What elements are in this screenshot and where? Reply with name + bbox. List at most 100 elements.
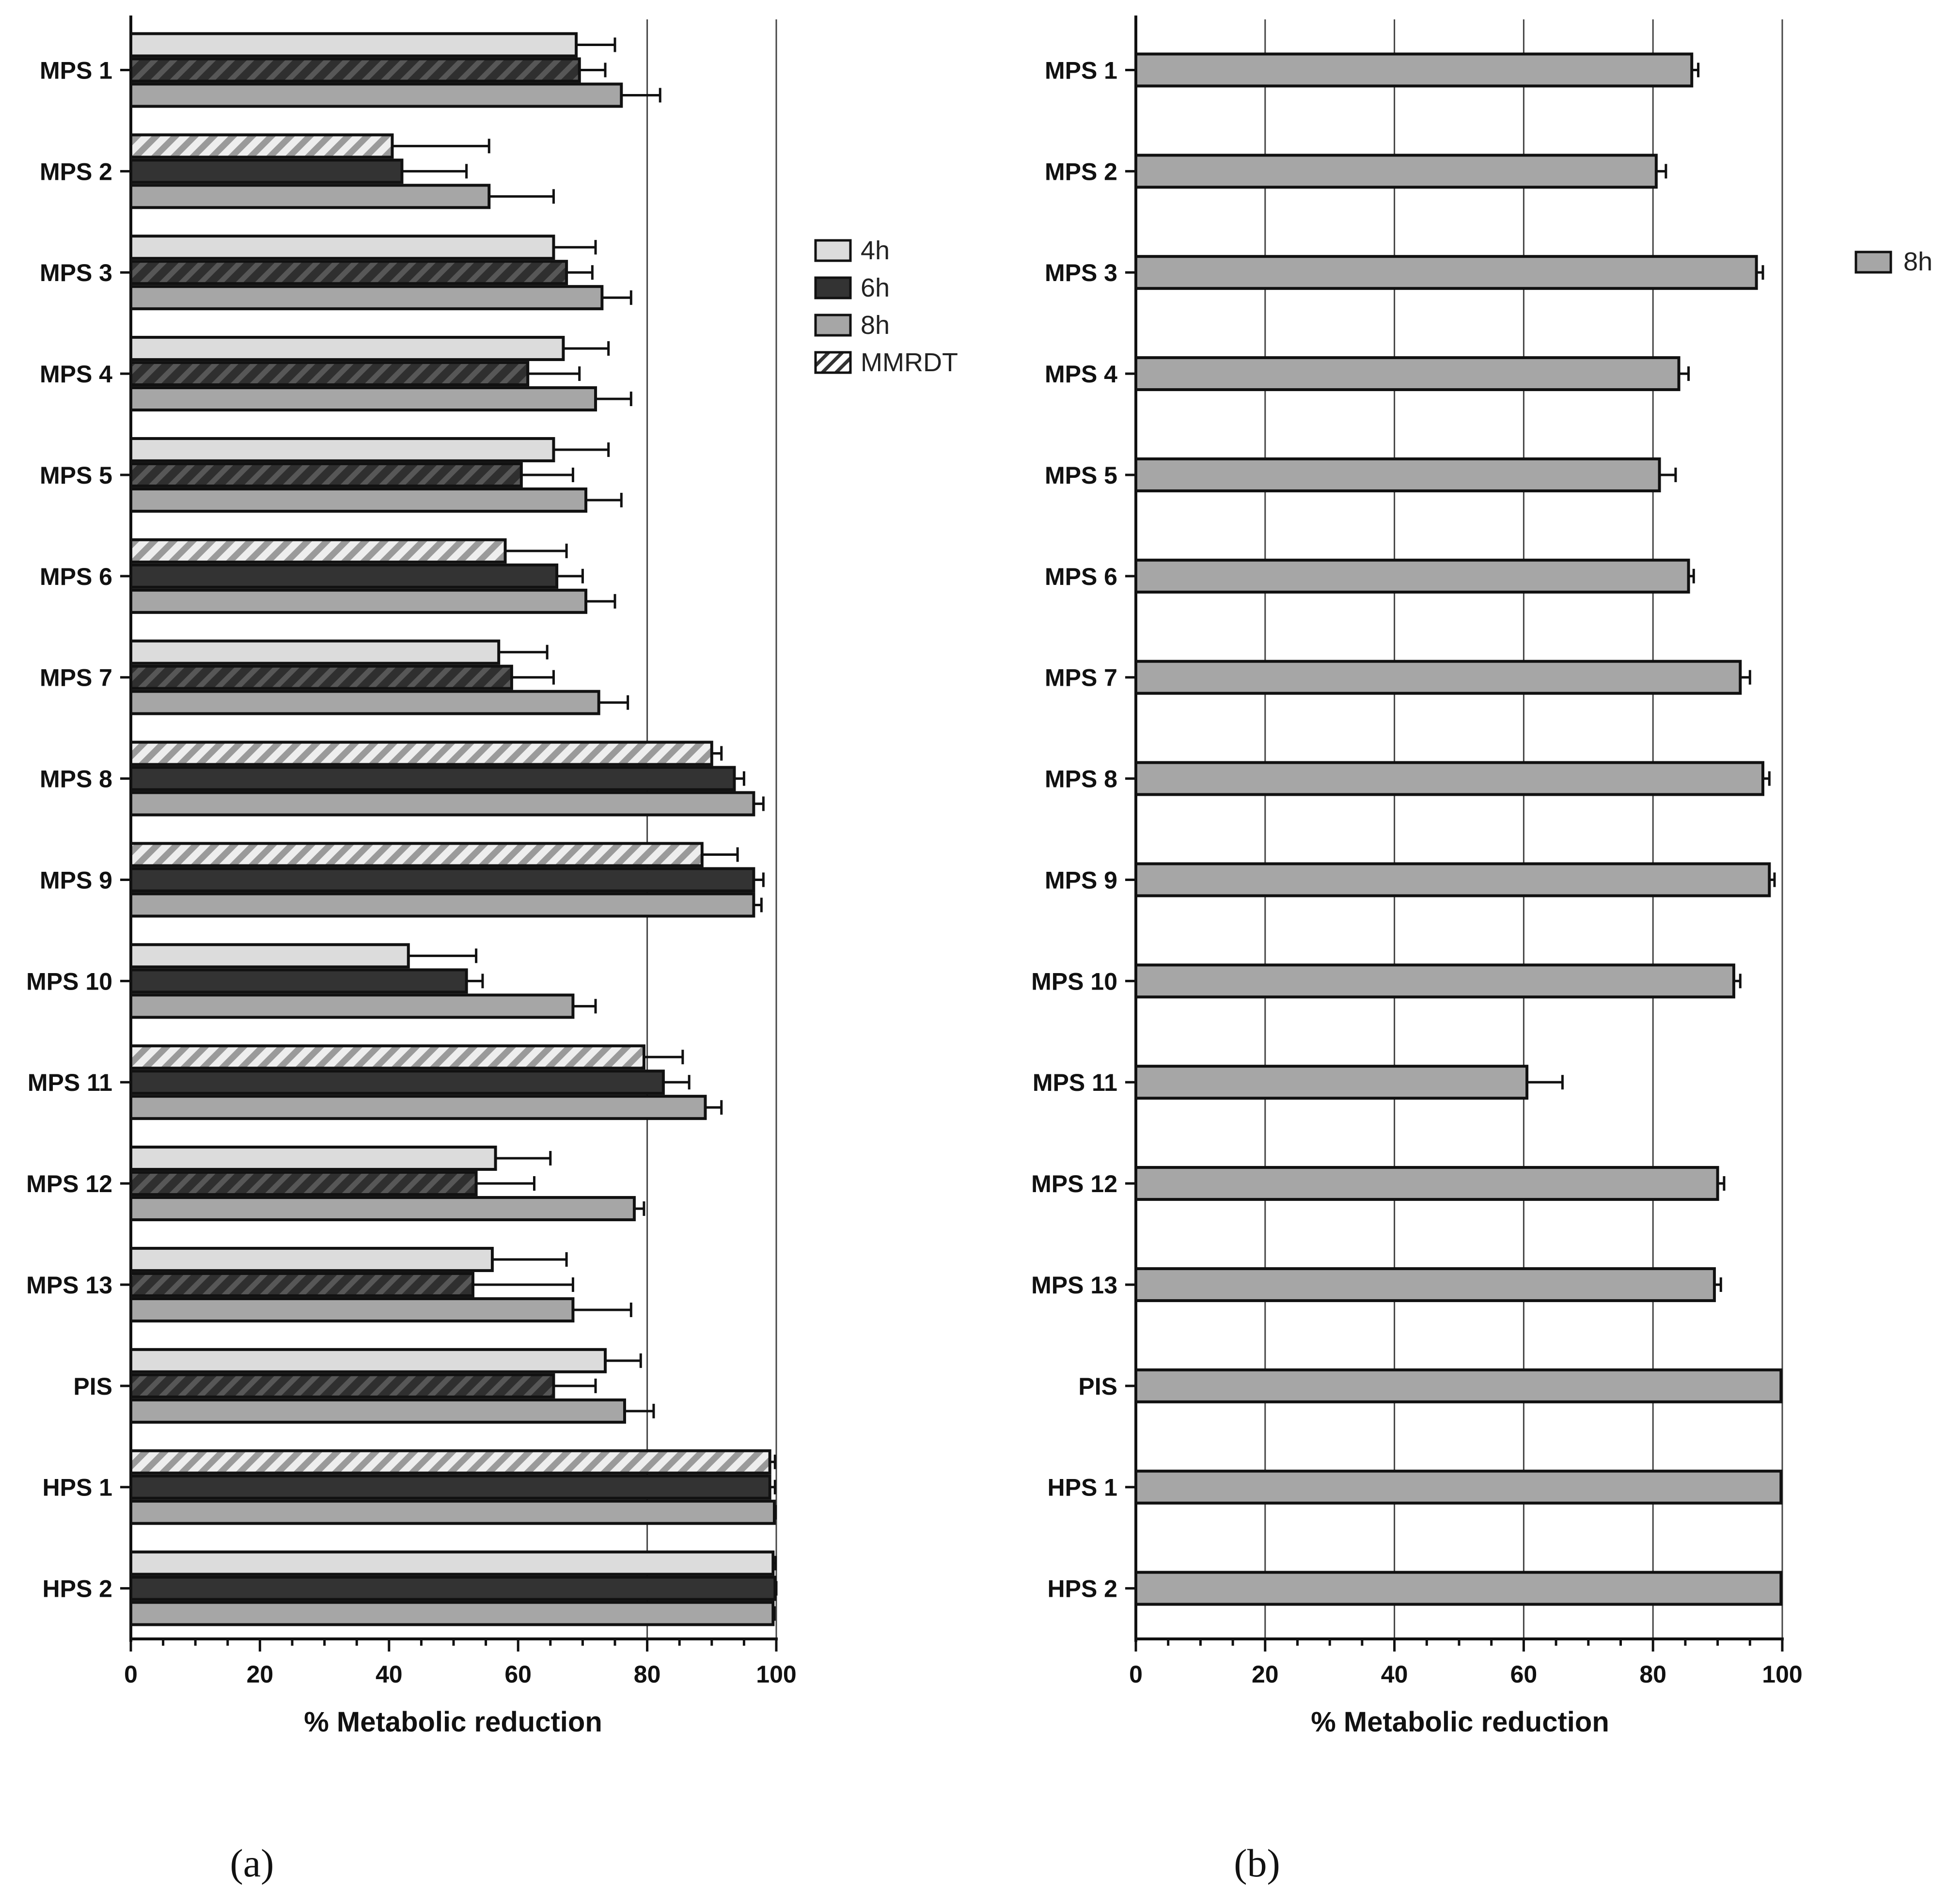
chart-b-bar-mps-2-8h: [1134, 154, 1658, 189]
chart-a-x-axis-title: % Metabolic reduction: [304, 1706, 602, 1738]
chart-a-x-tick-label: 80: [634, 1661, 661, 1688]
legend-b-label-8h: 8h: [1903, 247, 1932, 276]
chart-a-bar-mps-7-6h: [129, 664, 513, 690]
chart-a: MPS 1 MPS 2 MPS 3 MPS 4 MPS 5 MPS 6 MPS 7 MPS 8…: [26, 16, 958, 1885]
chart-a-x-tick-label: 20: [247, 1661, 274, 1688]
chart-a-bar-mps-5-6h: [129, 462, 523, 488]
chart-a-bar-mps-5-8h: [129, 487, 588, 513]
chart-a-bar-mps-1-4h: [129, 32, 578, 58]
chart-a-bar-pis-8h: [129, 1398, 626, 1424]
chart-a-category-label-mps-3: MPS 3: [40, 259, 112, 286]
chart-a-bar-mps-2-8h: [129, 184, 491, 209]
legend-a-swatch-6h: [814, 276, 852, 299]
chart-b-bar-mps-5-8h: [1134, 457, 1661, 492]
legend-b-swatch-8h: [1854, 251, 1892, 274]
chart-a-bar-hps-1-6h: [129, 1474, 771, 1500]
chart-a-bar-mps-4-6h: [129, 361, 530, 387]
chart-a-bar-mps-12-8h: [129, 1196, 636, 1222]
chart-b-x-axis-title: % Metabolic reduction: [1311, 1706, 1609, 1738]
chart-b-bar-hps-1-8h: [1134, 1469, 1783, 1505]
chart-a-bar-mps-1-6h: [129, 57, 581, 83]
chart-a-bar-hps-2-6h: [129, 1575, 777, 1601]
chart-b-bar-pis-8h: [1134, 1368, 1783, 1403]
chart-b-bar-mps-7-8h: [1134, 660, 1742, 695]
chart-b-category-label-mps-5: MPS 5: [1045, 462, 1117, 489]
chart-a-category-label-mps-13: MPS 13: [26, 1272, 112, 1299]
chart-a-category-label-mps-11: MPS 11: [28, 1069, 112, 1096]
chart-a-x-tick-label: 40: [376, 1661, 403, 1688]
chart-b-category-label-mps-12: MPS 12: [1031, 1170, 1117, 1197]
chart-a-bar-hps-2-4h: [129, 1550, 775, 1576]
chart-a-x-tick-labels: 0 20 40 60 80 100: [124, 1661, 797, 1688]
chart-a-x-tick-label: 100: [756, 1661, 796, 1688]
chart-a-bar-mps-6-6h: [129, 563, 559, 589]
chart-b-category-label-mps-7: MPS 7: [1045, 664, 1117, 692]
legend-a-label-4h: 4h: [861, 236, 890, 265]
chart-a-bar-mps-10-6h: [129, 968, 468, 994]
chart-a-bar-mps-13-8h: [129, 1297, 575, 1322]
chart-b-x-tick-label: 20: [1252, 1661, 1279, 1688]
chart-b-x-tick-label: 100: [1762, 1661, 1802, 1688]
chart-a-bar-hps-2-8h: [129, 1601, 775, 1626]
chart-b-x-tick-label: 40: [1381, 1661, 1408, 1688]
chart-b-bar-mps-13-8h: [1134, 1267, 1716, 1302]
chart-b: MPS 1 MPS 2 MPS 3 MPS 4 MPS 5 MPS 6 MPS 7 MPS 8…: [1031, 16, 1932, 1885]
chart-a-bar-hps-1-4h: [129, 1449, 771, 1475]
chart-b-bar-mps-9-8h: [1134, 862, 1771, 897]
chart-b-bar-mps-3-8h: [1134, 255, 1758, 290]
chart-a-bar-mps-9-6h: [129, 867, 755, 893]
chart-b-category-label-mps-4: MPS 4: [1045, 361, 1117, 388]
chart-a-bar-mps-9-4h: [129, 842, 704, 867]
chart-a-bar-mps-6-4h: [129, 538, 507, 564]
chart-b-category-label-hps-1: HPS 1: [1047, 1474, 1117, 1501]
chart-b-bar-hps-2-8h: [1134, 1571, 1783, 1606]
chart-b-x-tick-label: 0: [1129, 1661, 1143, 1688]
chart-a-legend: 4h 6h 8h MMRDT: [814, 236, 958, 377]
chart-a-bar-mps-11-6h: [129, 1070, 665, 1095]
chart-b-bar-mps-11-8h: [1134, 1065, 1529, 1100]
chart-b-axes: [1125, 16, 1784, 1652]
chart-b-bar-mps-12-8h: [1134, 1166, 1719, 1201]
chart-a-bar-mps-10-8h: [129, 993, 575, 1019]
chart-a-category-label-hps-1: HPS 1: [42, 1474, 112, 1501]
chart-b-category-label-mps-10: MPS 10: [1031, 968, 1117, 995]
chart-a-bar-mps-7-4h: [129, 639, 501, 665]
chart-a-category-label-mps-2: MPS 2: [40, 158, 112, 185]
chart-a-category-label-mps-7: MPS 7: [40, 664, 112, 692]
chart-a-category-label-hps-2: HPS 2: [42, 1575, 112, 1603]
chart-a-category-labels: MPS 1 MPS 2 MPS 3 MPS 4 MPS 5 MPS 6 MPS 7 MPS 8…: [26, 57, 112, 1602]
chart-a-bar-mps-8-8h: [129, 791, 755, 817]
chart-a-bar-mps-2-4h: [129, 133, 394, 159]
chart-b-bars: [1134, 52, 1783, 1606]
legend-a-swatch-4h: [814, 239, 852, 262]
chart-a-bar-mps-8-4h: [129, 740, 713, 766]
chart-b-category-label-mps-3: MPS 3: [1045, 259, 1117, 286]
chart-a-bar-mps-13-4h: [129, 1246, 494, 1272]
chart-a-bar-mps-3-8h: [129, 285, 604, 311]
chart-a-category-label-mps-5: MPS 5: [40, 462, 112, 489]
chart-b-category-label-mps-13: MPS 13: [1031, 1272, 1117, 1299]
chart-a-bar-mps-11-8h: [129, 1095, 707, 1120]
legend-a-swatch-8h: [814, 314, 852, 337]
chart-a-bar-mps-2-6h: [129, 158, 404, 184]
chart-b-category-labels: MPS 1 MPS 2 MPS 3 MPS 4 MPS 5 MPS 6 MPS 7 MPS 8…: [1031, 57, 1117, 1602]
chart-a-bar-mps-12-4h: [129, 1146, 497, 1171]
chart-b-category-label-mps-11: MPS 11: [1033, 1069, 1117, 1096]
chart-b-bar-mps-10-8h: [1134, 963, 1735, 999]
legend-a-label-6h: 6h: [861, 273, 890, 302]
chart-a-x-tick-label: 60: [504, 1661, 532, 1688]
chart-a-bar-mps-8-6h: [129, 766, 736, 791]
chart-a-bar-mps-7-8h: [129, 690, 600, 715]
chart-a-bar-pis-4h: [129, 1348, 607, 1373]
chart-a-bar-mps-3-4h: [129, 235, 555, 260]
chart-b-category-label-hps-2: HPS 2: [1047, 1575, 1117, 1603]
chart-a-axes: [120, 16, 778, 1652]
chart-a-bar-mps-3-6h: [129, 260, 568, 285]
chart-a-bar-mps-4-4h: [129, 336, 565, 362]
chart-a-bar-mps-9-8h: [129, 892, 755, 918]
chart-a-bar-mps-12-6h: [129, 1171, 478, 1196]
chart-b-category-label-mps-6: MPS 6: [1045, 563, 1117, 590]
chart-b-bar-mps-8-8h: [1134, 761, 1764, 796]
chart-a-category-label-mps-1: MPS 1: [40, 57, 112, 84]
